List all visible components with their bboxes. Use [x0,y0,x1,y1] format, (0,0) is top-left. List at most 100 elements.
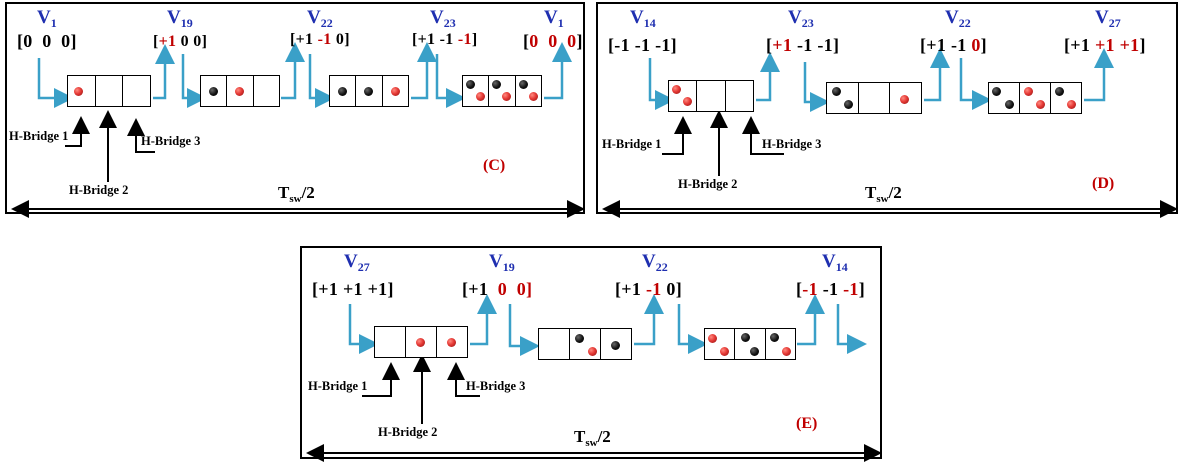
state-label: V1 [544,7,564,30]
hbridge-1-label: H-Bridge 1 [9,129,69,143]
black-dot-icon [832,87,841,96]
cell-hbridge-2 [96,76,124,106]
state-vector: [+1 -1 -1] [766,35,840,55]
black-dot-icon [750,347,760,356]
black-dot-icon [466,80,475,89]
state-vector: [+1 -1 0] [920,35,987,55]
cell-hbridge-1 [68,76,96,106]
red-dot-icon [476,92,485,101]
hbridge-3-label: H-Bridge 3 [141,134,201,148]
state-label: V27 [344,251,370,274]
flow-arrow-up-icon [756,52,780,102]
flow-arrow-down-icon [308,54,335,108]
period-label: Tsw/2 [278,183,315,205]
hbridge-cell-group [462,75,542,107]
cell-hbridge-2 [697,81,726,111]
black-dot-icon [1005,100,1014,109]
red-dot-icon [781,347,791,356]
state-label: V22 [945,7,971,30]
state-vector: [+1 +1 +1] [1064,35,1146,55]
flow-arrow-up-icon [411,42,437,100]
red-dot-icon [74,87,83,96]
state-vector: [0 0 0] [17,31,77,51]
state-label: V19 [489,251,515,274]
hbridge3-arrow-icon [742,116,784,155]
flow-arrow-in-icon [648,58,675,110]
red-dot-icon [1067,100,1076,109]
red-dot-icon [900,95,910,104]
state-label: V14 [630,7,656,30]
hbridge-cell-group [67,75,151,107]
hbridge1-arrow-icon [65,116,90,147]
flow-arrow-up-icon [544,42,572,100]
state-label: V23 [430,7,456,30]
cell-hbridge-3 [437,327,467,357]
state-label: V19 [167,7,193,30]
flow-arrow-up-icon [924,48,950,102]
state-vector: [+1 0 0] [153,33,208,50]
flow-arrow-down-icon [677,304,708,354]
hbridge-cell-group [704,328,796,360]
hbridge-1-label: H-Bridge 1 [602,137,662,151]
hbridge-cell-group [374,326,468,358]
black-dot-icon [611,341,620,350]
flow-arrow-down-icon [435,54,466,108]
red-dot-icon [1024,87,1033,96]
black-dot-icon [992,87,1001,96]
state-label: V14 [822,251,848,274]
hbridge-cell-group [200,75,280,107]
cell-hbridge-3 [726,81,753,111]
period-label: Tsw/2 [865,183,902,205]
hbridge-3-label: H-Bridge 3 [466,379,526,393]
flow-arrow-down-icon [959,58,992,110]
flow-arrow-down-icon [803,62,830,112]
panel-d-flow-arrows [602,48,1178,218]
hbridge3-arrow-icon [447,362,480,397]
state-label: V23 [788,7,814,30]
red-dot-icon [390,87,400,96]
panel-e: V27 [+1 +1 +1] V19 [+1 0 0] V22 [+1 -1 0… [300,246,882,462]
red-dot-icon [235,87,245,96]
hbridge1-arrow-icon [662,116,692,155]
black-dot-icon [844,100,853,109]
cell-hbridge-2 [406,327,437,357]
state-label: V22 [307,7,333,30]
flow-arrow-up-icon [281,42,305,100]
black-dot-icon [741,333,751,342]
red-dot-icon [683,97,692,106]
panel-caption: (C) [483,157,506,174]
panel-c-flow-arrows [11,42,585,218]
hbridge3-arrow-icon [127,118,155,153]
panel-e-flow-arrows [306,294,882,462]
red-dot-icon [588,347,597,356]
red-dot-icon [1036,100,1045,109]
period-label: Tsw/2 [574,427,611,449]
panel-d: V14 [-1 -1 -1] V23 [+1 -1 -1] V22 [+1 -1… [596,2,1178,218]
cell-hbridge-3 [123,76,150,106]
state-vector: [+1 +1 +1] [312,279,394,299]
flow-arrow-down-icon [181,54,207,108]
flow-arrow-in-icon [37,58,74,108]
black-dot-icon [1055,87,1064,96]
state-vector: [+1 -1 0] [615,279,682,299]
flow-arrow-up-icon [797,294,825,346]
panel-c: V1 [0 0 0] V19 [+1 0 0] V22 [+1 -1 0] V2… [5,2,585,218]
flow-arrow-up-icon [153,44,175,100]
red-dot-icon [416,338,425,347]
state-vector: [+1 0 0] [462,279,533,299]
black-dot-icon [575,334,584,343]
hbridge1-arrow-icon [362,362,400,397]
state-vector: [+1 -1 -1] [412,31,478,48]
panel-caption: (D) [1092,175,1115,192]
hbridge-cell-group [826,82,922,114]
cell-hbridge-1 [375,327,406,357]
state-label: V22 [642,251,668,274]
state-label: V1 [37,7,57,30]
panel-caption: (E) [796,415,818,432]
flow-arrow-up-icon [470,294,497,346]
flow-arrow-up-icon [634,294,664,346]
black-dot-icon [209,87,218,96]
hbridge-1-label: H-Bridge 1 [308,379,368,393]
black-dot-icon [492,80,502,89]
state-vector: [-1 -1 -1] [796,279,866,299]
